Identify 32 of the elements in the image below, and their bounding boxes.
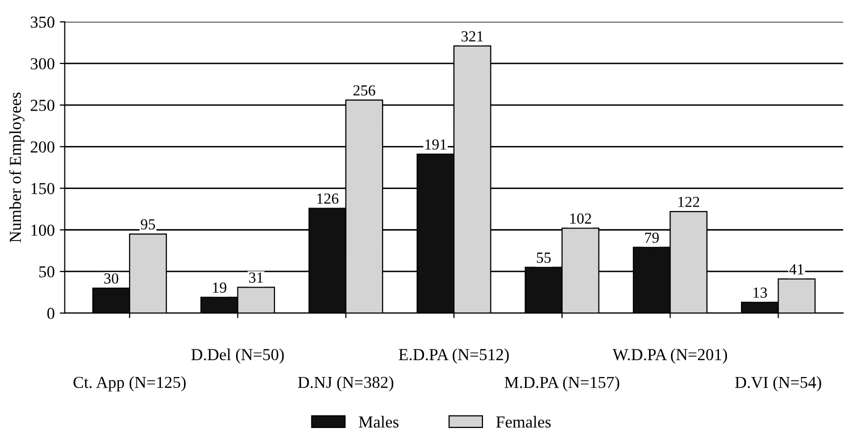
y-tick-label: 250 [30,100,54,112]
data-label: 102 [570,213,592,224]
data-label: 31 [249,272,263,283]
legend-label: Females [496,416,551,428]
data-label: 256 [353,85,376,96]
data-label: 95 [140,219,156,230]
y-tick-label: 0 [47,308,54,320]
y-tick-label: 300 [30,58,54,70]
y-tick-label: 50 [39,266,54,278]
legend-label: Males [358,416,398,428]
data-label: 126 [317,193,338,204]
data-label: 321 [462,31,483,42]
data-label: 55 [536,252,551,263]
data-label: 79 [645,232,659,243]
x-tick-label: D.Del (N=50) [191,348,284,364]
x-tick-label: M.D.PA (N=157) [504,376,620,392]
x-tick-label: D.NJ (N=382) [298,376,394,392]
data-label: 41 [789,264,804,274]
y-axis-title: Number of Employees [9,92,24,242]
data-label: 122 [678,196,700,207]
y-tick-label: 100 [31,224,54,236]
y-tick-label: 350 [30,16,54,28]
data-label: 30 [104,273,118,284]
y-tick-label: 150 [31,182,54,194]
data-label: 13 [754,288,767,298]
data-label: 191 [425,139,446,150]
y-tick-label: 200 [30,141,54,153]
x-tick-label: E.D.PA (N=512) [398,348,509,364]
x-tick-label: W.D.PA (N=201) [612,348,728,364]
data-label: 19 [213,282,226,293]
x-tick-label: D.VI (N=54) [735,376,822,392]
x-tick-label: Ct. App (N=125) [73,376,186,392]
